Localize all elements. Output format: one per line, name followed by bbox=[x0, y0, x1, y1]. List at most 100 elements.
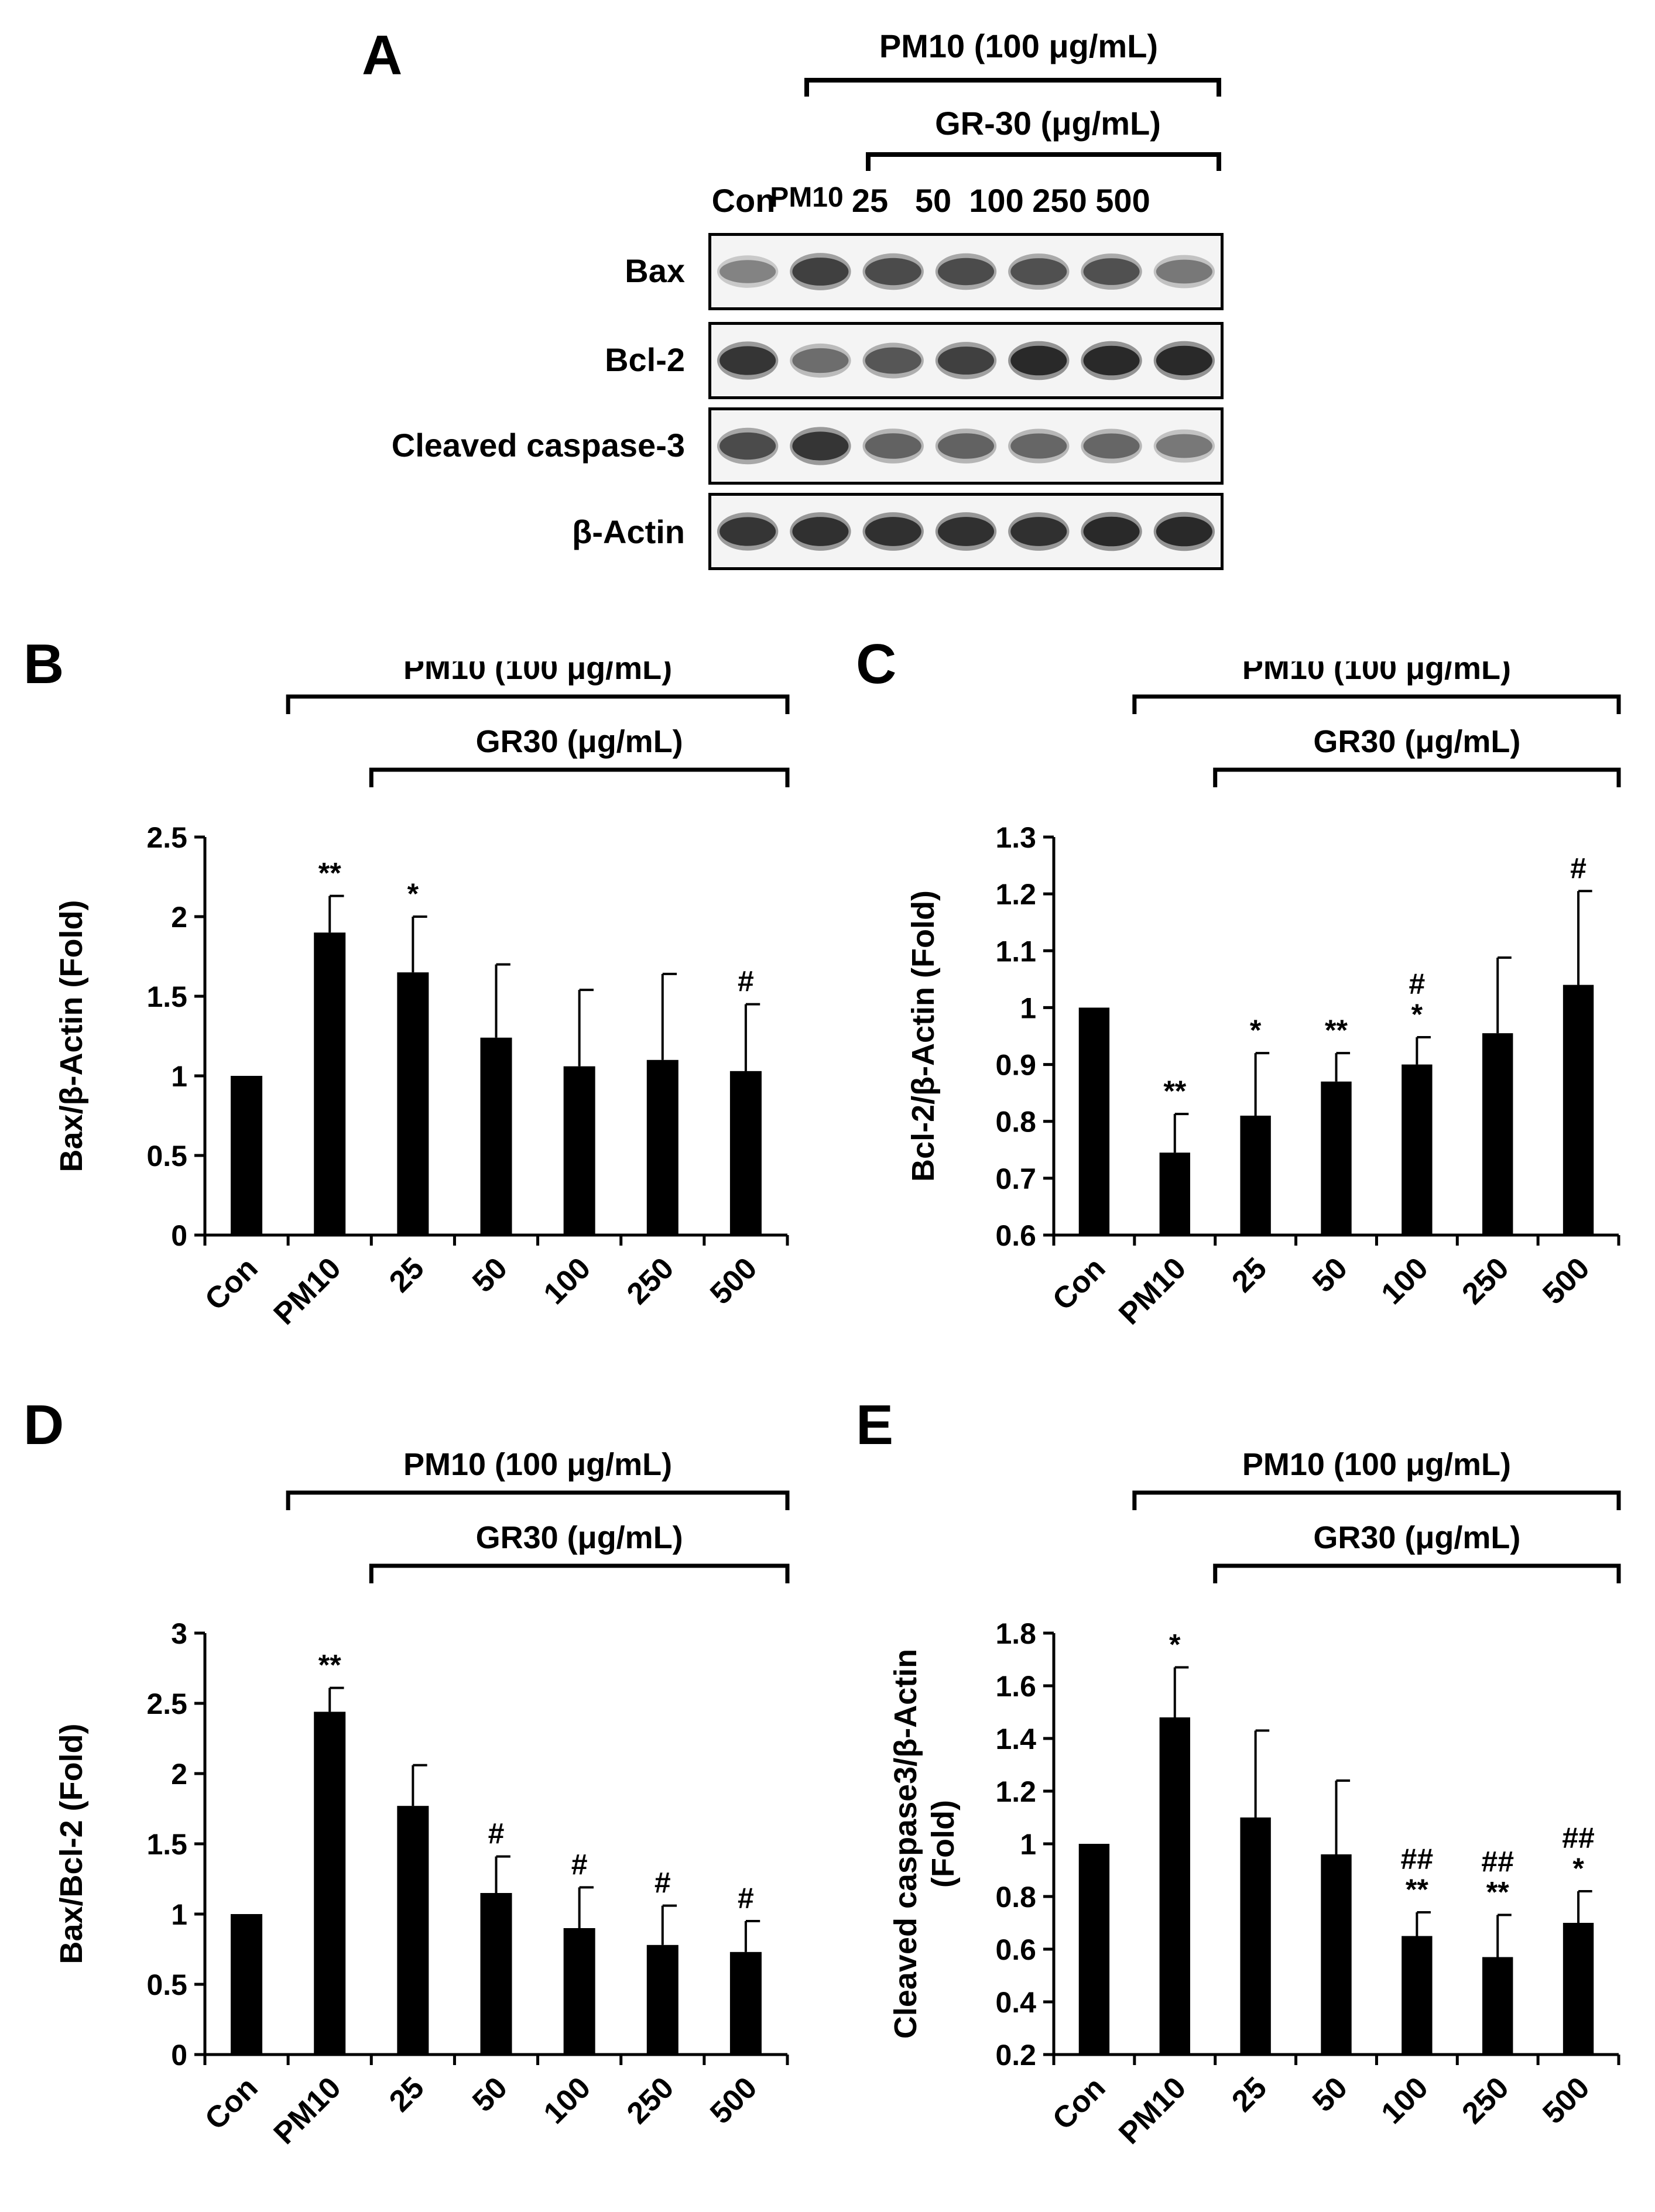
blot-band bbox=[1010, 517, 1067, 546]
blot-band bbox=[937, 433, 995, 459]
category-label: Con bbox=[1046, 1251, 1112, 1316]
category-label: 25 bbox=[383, 2070, 431, 2118]
blot-band bbox=[719, 346, 776, 375]
lane-label: 25 bbox=[851, 182, 889, 219]
blot-band bbox=[865, 433, 921, 459]
blot-strip-cleaved-caspase3 bbox=[708, 407, 1224, 485]
significance-marker: # bbox=[571, 1848, 588, 1881]
lane-label: Con bbox=[711, 182, 776, 219]
category-label: PM10 bbox=[1112, 2070, 1193, 2151]
bar-Con bbox=[1078, 1844, 1110, 2055]
blot-band bbox=[865, 517, 921, 546]
bar-PM10 bbox=[1159, 1717, 1190, 2055]
y-tick-label: 1.5 bbox=[146, 1828, 187, 1861]
lane-label: 250 bbox=[1032, 182, 1087, 219]
bar-PM10 bbox=[314, 932, 346, 1235]
bar-chart-d: PM10 (100 μg/mL) GR30 (μg/mL) 0 0.5 1 1.5 2 2.5… bbox=[54, 1447, 790, 2151]
y-tick-label: 1 bbox=[171, 1060, 187, 1093]
bar-Con bbox=[231, 1914, 263, 2055]
pm10-bracket-label: PM10 (100 μg/mL) bbox=[403, 661, 672, 686]
blot-band bbox=[1010, 345, 1067, 376]
bar-25 bbox=[1240, 1116, 1271, 1235]
blot-band bbox=[792, 431, 849, 461]
y-tick-label: 1.5 bbox=[146, 980, 187, 1013]
y-tick-label: 2.5 bbox=[146, 1688, 187, 1720]
category-label: 100 bbox=[537, 2070, 597, 2130]
bar-chart-e: PM10 (100 μg/mL) GR30 (μg/mL) 0.2 0.4 0.6 0.8… bbox=[888, 1447, 1621, 2151]
y-tick-label: 1.6 bbox=[995, 1670, 1036, 1703]
significance-marker: # bbox=[738, 1882, 754, 1915]
significance-marker: ** bbox=[1325, 1014, 1348, 1047]
category-label: 50 bbox=[466, 2070, 514, 2118]
bar-500 bbox=[729, 1071, 762, 1235]
panel-c-letter: C bbox=[856, 633, 897, 695]
bar-100 bbox=[563, 1928, 595, 2055]
lane-label: 100 bbox=[969, 182, 1024, 219]
bar-250 bbox=[646, 1059, 679, 1235]
significance-marker: ** bbox=[1486, 1876, 1509, 1909]
category-label: 250 bbox=[621, 2070, 680, 2130]
pm10-bracket-label: PM10 (100 μg/mL) bbox=[1242, 661, 1511, 686]
blot-band bbox=[792, 348, 849, 373]
category-label: 50 bbox=[1306, 2070, 1354, 2118]
bar-250 bbox=[646, 1944, 679, 2055]
pm10-bracket bbox=[286, 694, 790, 714]
category-label: 500 bbox=[704, 2070, 763, 2130]
blot-band bbox=[937, 517, 995, 546]
blot-band bbox=[719, 432, 776, 460]
significance-marker: ## bbox=[1481, 1846, 1514, 1878]
gr30-bracket bbox=[1213, 1563, 1621, 1583]
y-tick-label: 2.5 bbox=[146, 821, 187, 854]
blot-band bbox=[1156, 259, 1212, 284]
bar-Con bbox=[231, 1076, 263, 1235]
y-tick-label: 2 bbox=[171, 1758, 187, 1791]
blot-label-beta-actin: β-Actin bbox=[572, 513, 685, 550]
y-tick-label: 1.3 bbox=[995, 821, 1036, 854]
y-tick-label: 3 bbox=[171, 1617, 187, 1650]
gr30-bracket-label: GR30 (μg/mL) bbox=[476, 1520, 683, 1555]
blot-band bbox=[865, 258, 921, 286]
y-tick-label: 1 bbox=[1020, 992, 1036, 1024]
panel-a-gr30-bracket bbox=[866, 152, 1221, 171]
y-tick-label: 0 bbox=[171, 2039, 187, 2072]
bar-Con bbox=[1078, 1007, 1110, 1235]
bar-50 bbox=[480, 1037, 512, 1235]
bar-25 bbox=[1240, 1817, 1271, 2055]
y-tick-label: 0.7 bbox=[995, 1162, 1036, 1195]
gr30-bracket-label: GR30 (μg/mL) bbox=[476, 724, 683, 759]
category-label: 500 bbox=[704, 1251, 763, 1311]
gr30-bracket bbox=[1213, 767, 1621, 787]
blot-band bbox=[1083, 516, 1140, 547]
y-tick-label: 1.2 bbox=[995, 1775, 1036, 1808]
y-tick-label: 0.8 bbox=[995, 1106, 1036, 1138]
category-label: 250 bbox=[621, 1251, 680, 1311]
y-tick-label: 0.6 bbox=[995, 1219, 1036, 1252]
y-tick-label: 0.5 bbox=[146, 1968, 187, 2001]
y-tick-label: 0.2 bbox=[995, 2039, 1036, 2072]
bar-chart-c: PM10 (100 μg/mL) GR30 (μg/mL) 0.6 0.7 0.8 0.9… bbox=[906, 661, 1621, 1332]
panel-a-pm10-label: PM10 (100 μg/mL) bbox=[879, 28, 1159, 64]
bar-100 bbox=[1402, 1936, 1433, 2055]
category-label: 100 bbox=[1375, 1251, 1434, 1311]
panel-e-letter: E bbox=[856, 1394, 894, 1456]
blot-band bbox=[1156, 434, 1212, 458]
blot-strip-bcl2 bbox=[708, 322, 1224, 399]
bar-250 bbox=[1482, 1033, 1513, 1235]
blot-band bbox=[865, 347, 921, 374]
bar-PM10 bbox=[1159, 1153, 1190, 1235]
bar-250 bbox=[1482, 1957, 1513, 2055]
bar-PM10 bbox=[314, 1712, 346, 2055]
panel-a-gr30-label: GR-30 (μg/mL) bbox=[935, 105, 1161, 142]
category-label: 50 bbox=[1306, 1251, 1354, 1299]
significance-marker: # bbox=[738, 965, 754, 998]
y-axis-title: Bax/Bcl-2 (Fold) bbox=[54, 1723, 89, 1964]
y-tick-label: 1.8 bbox=[995, 1617, 1036, 1650]
blot-strip-bax bbox=[708, 233, 1224, 310]
category-label: Con bbox=[1046, 2070, 1112, 2136]
bar-25 bbox=[397, 1806, 429, 2055]
y-axis-title: Cleaved caspase3/β-Actin(Fold) bbox=[888, 1649, 961, 2039]
bar-500 bbox=[729, 1952, 762, 2055]
blot-band bbox=[1083, 258, 1140, 285]
bar-50 bbox=[1321, 1854, 1352, 2055]
pm10-bracket bbox=[286, 1490, 790, 1510]
